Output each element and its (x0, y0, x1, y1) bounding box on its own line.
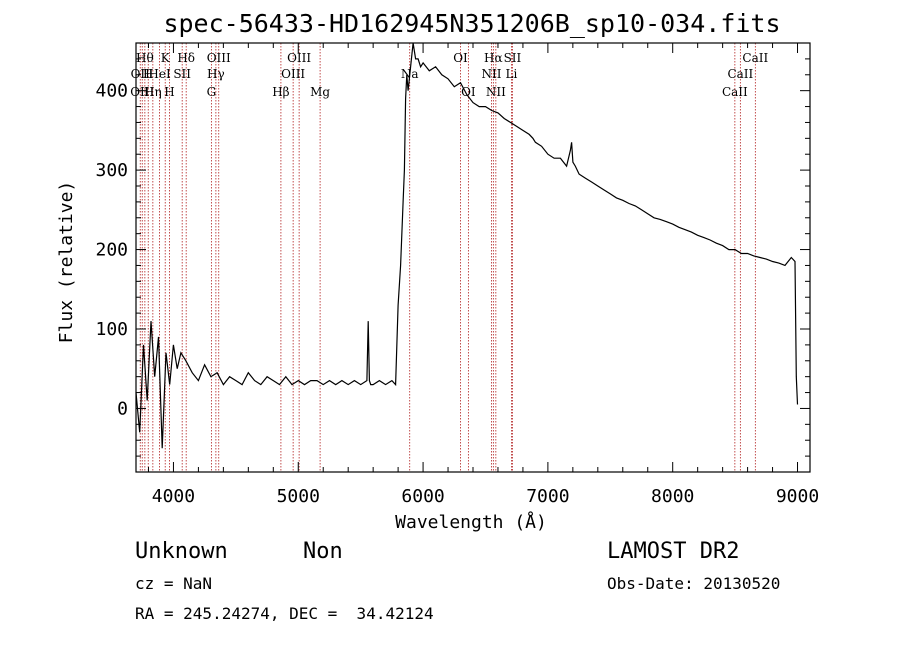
obs-date: Obs-Date: 20130520 (607, 574, 781, 593)
spectral-line-label: H (143, 67, 153, 81)
x-tick-label: 7000 (526, 486, 569, 507)
spectral-line-label: K (161, 51, 171, 65)
y-tick-label: 400 (95, 81, 128, 102)
spectral-line-label: G (207, 85, 217, 99)
spectral-line-label: Li (506, 67, 518, 81)
spectral-line-label: OI (453, 51, 468, 65)
x-tick-label: 5000 (277, 486, 320, 507)
spectral-line-label: CaII (742, 51, 768, 65)
x-tick-label: 9000 (776, 486, 819, 507)
spectral-line-label: NII (486, 85, 506, 99)
spectral-line-label: OIII (281, 67, 305, 81)
chart-title: spec-56433-HD162945N351206B_sp10-034.fit… (163, 9, 780, 38)
spectral-line-label: SII (504, 51, 522, 65)
ra-dec: RA = 245.24274, DEC = 34.42124 (135, 604, 434, 623)
x-tick-label: 6000 (401, 486, 444, 507)
spectral-line-labels: OIIOIIIHθHHηHeIKHSIIHδGHγOIIIHβOIIIOIIIM… (130, 51, 768, 99)
x-axis-ticks: 4000 5000 6000 7000 8000 9000 (147, 43, 819, 507)
spectral-line-label: OI (461, 85, 476, 99)
spectral-line-label: Hδ (177, 51, 195, 65)
x-axis-label: Wavelength (Å) (395, 511, 547, 533)
plot-frame (135, 42, 811, 473)
spectral-line-label: H (164, 85, 174, 99)
spectral-line-label: Hγ (207, 67, 225, 81)
y-tick-label: 200 (95, 240, 128, 261)
spectral-line-markers (139, 43, 756, 472)
spectral-line-label: SII (173, 67, 191, 81)
spectral-line-label: Hα (484, 51, 503, 65)
spectral-line-label: Hθ (136, 51, 154, 65)
spectral-line-label: HeI (148, 67, 171, 81)
x-tick-label: 8000 (651, 486, 694, 507)
spectrum-line (135, 42, 799, 449)
spectral-line-label: OIII (207, 51, 231, 65)
y-tick-label: 300 (95, 160, 128, 181)
spectral-line-label: CaII (727, 67, 753, 81)
object-class: Unknown (135, 539, 228, 564)
x-tick-label: 4000 (152, 486, 195, 507)
y-axis-label: Flux (relative) (56, 181, 77, 344)
redshift-value: cz = NaN (135, 574, 213, 593)
y-tick-label: 0 (117, 398, 128, 419)
spectral-line-label: NII (481, 67, 501, 81)
spectral-line-label: OIII (287, 51, 311, 65)
spectral-line-label: Hη (144, 85, 162, 99)
spectral-line-label: Hβ (272, 85, 289, 99)
y-axis-ticks: 0 100 200 300 400 (95, 58, 810, 457)
object-subclass: Non (303, 539, 343, 564)
survey-name: LAMOST DR2 (607, 539, 740, 564)
spectral-line-label: CaII (722, 85, 748, 99)
spectrum-plot: spec-56433-HD162945N351206B_sp10-034.fit… (56, 9, 819, 533)
spectral-line-label: Mg (310, 85, 330, 99)
y-tick-label: 100 (95, 319, 128, 340)
